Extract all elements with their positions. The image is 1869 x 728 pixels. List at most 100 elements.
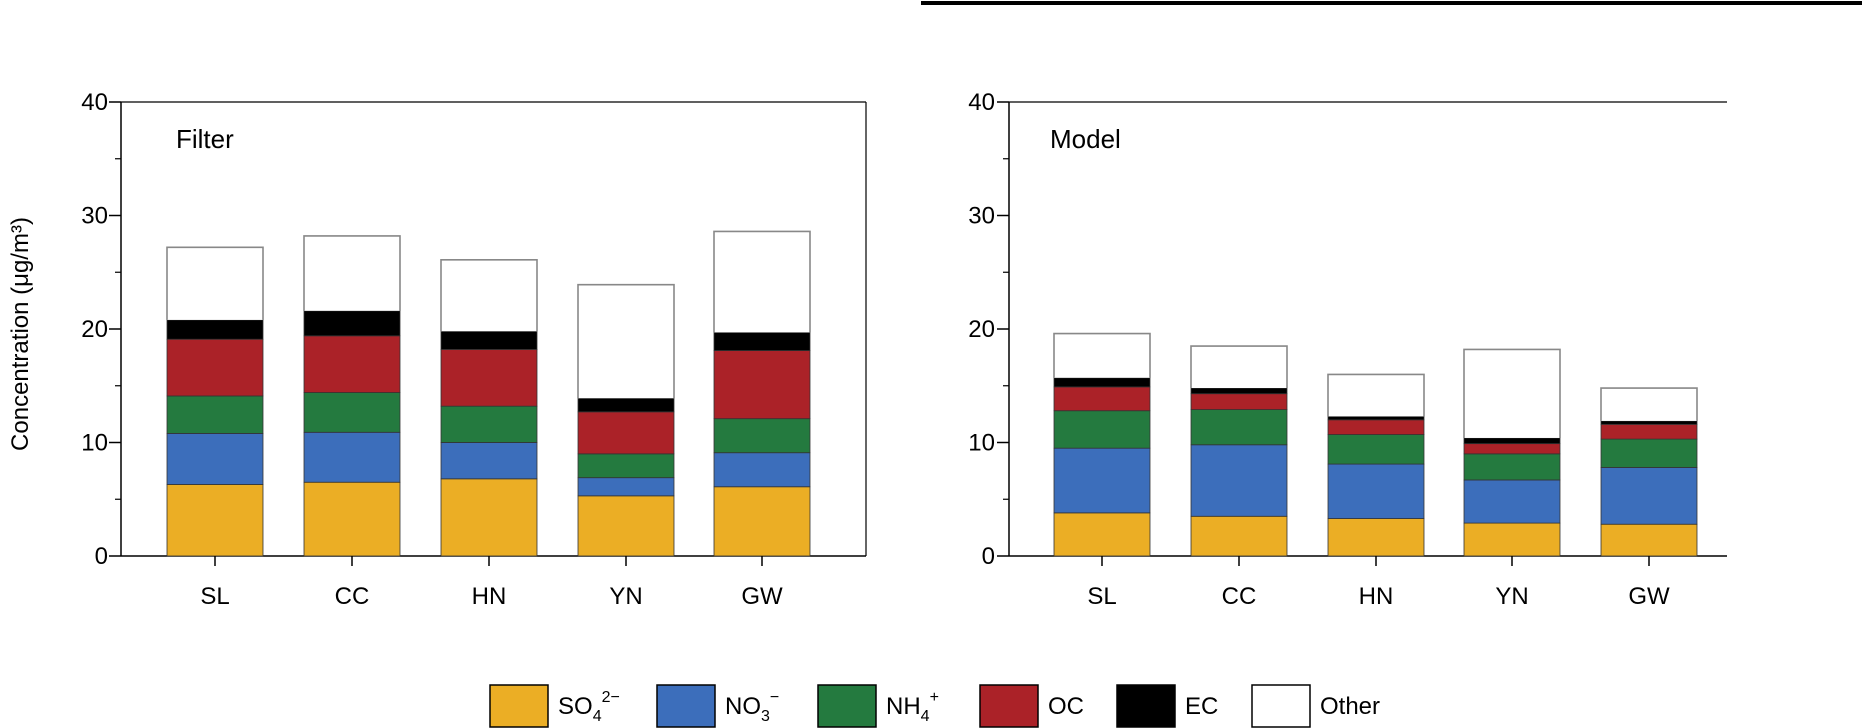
legend: SO42− NO3− NH4+ OC EC Other — [489, 684, 1380, 728]
x-tick-label: GW — [1628, 583, 1670, 610]
x-tick-label: CC — [1222, 583, 1257, 610]
bar-other-outline — [440, 258, 538, 332]
bar-oc-gw — [1600, 423, 1698, 440]
bar-other-cc — [304, 235, 400, 311]
legend-swatch-no3 — [656, 684, 716, 728]
legend-swatch-other — [1251, 684, 1311, 728]
y-tick-label: 20 — [81, 316, 108, 343]
bar-oc-gw — [713, 350, 811, 420]
bar-no3-yn — [1463, 479, 1561, 524]
y-tick-label: 40 — [81, 89, 108, 116]
bar-other-hn — [441, 259, 537, 332]
bar-other-outline — [1327, 373, 1425, 417]
legend-label-oc: OC — [1048, 693, 1084, 720]
bar-so4-yn — [577, 495, 675, 557]
bar-nh4-cc — [1190, 409, 1288, 446]
bar-ec-cc — [1190, 387, 1288, 395]
legend-label-no3: NO3− — [725, 689, 779, 725]
bar-oc-sl — [1053, 386, 1151, 412]
bar-so4-hn — [1327, 518, 1425, 557]
bar-oc-yn — [1463, 443, 1561, 455]
bar-ec-yn — [1463, 437, 1561, 445]
bar-nh4-hn — [1327, 434, 1425, 465]
x-tick-label: CC — [335, 583, 370, 610]
y-tick-label: 20 — [968, 316, 995, 343]
x-tick-label: YN — [609, 583, 642, 610]
bar-ec-sl — [166, 319, 264, 340]
panel-model: 0 10 20 30 40 Model SL CC HN YN GW — [968, 89, 1727, 610]
panel-title: Model — [1050, 124, 1121, 154]
x-tick-label: HN — [472, 583, 507, 610]
bar-no3-gw — [1600, 467, 1698, 525]
bar-nh4-yn — [1463, 453, 1561, 481]
legend-label-ec: EC — [1185, 693, 1218, 720]
bar-oc-hn — [440, 349, 538, 407]
bar-nh4-sl — [1053, 410, 1151, 449]
bar-other-hn — [1328, 374, 1424, 417]
y-tick-label: 10 — [81, 430, 108, 457]
bar-so4-sl — [1053, 512, 1151, 557]
bar-no3-gw — [713, 452, 811, 488]
bar-no3-hn — [440, 442, 538, 480]
panel-filter: 0 10 20 30 40 Filter SL CC HN YN GW — [81, 89, 867, 610]
bar-oc-cc — [1190, 393, 1288, 410]
bar-oc-cc — [303, 335, 401, 393]
bar-nh4-gw — [713, 418, 811, 454]
bar-no3-yn — [577, 477, 675, 497]
bar-other-outline — [1463, 348, 1561, 438]
bar-other-outline — [1190, 345, 1288, 389]
bar-so4-sl — [166, 484, 264, 557]
legend-swatch-nh4 — [817, 684, 877, 728]
bar-other-outline — [166, 246, 264, 320]
bar-so4-yn — [1463, 522, 1561, 557]
bar-so4-gw — [1600, 523, 1698, 557]
bar-oc-hn — [1327, 419, 1425, 435]
legend-label-nh4: NH4+ — [886, 689, 939, 725]
legend-swatch-oc — [979, 684, 1039, 728]
bar-other-yn — [578, 284, 674, 399]
bar-ec-sl — [1053, 377, 1151, 388]
y-tick-label: 10 — [968, 430, 995, 457]
bar-so4-cc — [303, 481, 401, 557]
bar-no3-hn — [1327, 463, 1425, 519]
legend-label-other: Other — [1320, 693, 1380, 720]
bar-other-cc — [1191, 346, 1287, 389]
bar-nh4-cc — [303, 392, 401, 433]
bar-ec-yn — [577, 397, 675, 413]
bar-other-outline — [1053, 332, 1151, 378]
x-tick-label: GW — [741, 583, 783, 610]
bar-so4-cc — [1190, 515, 1288, 557]
bar-other-outline — [303, 235, 401, 311]
bar-no3-cc — [303, 431, 401, 483]
bar-other-sl — [1054, 333, 1150, 378]
y-tick-label: 0 — [982, 543, 995, 570]
bar-other-outline — [577, 283, 675, 399]
y-tick-label: 40 — [968, 89, 995, 116]
bar-other-gw — [714, 231, 810, 333]
panel-title: Filter — [176, 124, 234, 154]
bar-no3-sl — [166, 433, 264, 485]
bar-ec-cc — [303, 310, 401, 337]
y-tick-label: 30 — [81, 203, 108, 230]
bar-other-sl — [167, 247, 263, 320]
y-tick-label: 0 — [95, 543, 108, 570]
bar-oc-yn — [577, 411, 675, 455]
y-tick-label: 30 — [968, 203, 995, 230]
x-tick-label: SL — [200, 583, 229, 610]
bar-so4-hn — [440, 478, 538, 557]
legend-swatch-ec — [1116, 684, 1176, 728]
bar-no3-sl — [1053, 447, 1151, 514]
bar-oc-sl — [166, 338, 264, 397]
bar-ec-hn — [440, 330, 538, 350]
bar-other-gw — [1601, 388, 1697, 421]
bar-nh4-hn — [440, 405, 538, 443]
y-axis-label: Concentration (μg/m³) — [7, 217, 34, 451]
bar-other-outline — [713, 230, 811, 333]
x-tick-label: YN — [1495, 583, 1528, 610]
bar-nh4-gw — [1600, 438, 1698, 468]
bar-ec-hn — [1327, 415, 1425, 421]
bar-nh4-sl — [166, 395, 264, 434]
x-tick-label: SL — [1087, 583, 1116, 610]
bar-nh4-yn — [577, 453, 675, 479]
